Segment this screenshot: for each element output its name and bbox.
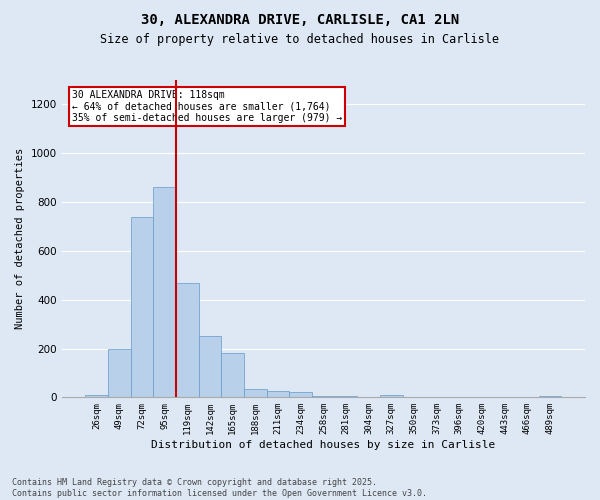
Bar xyxy=(154,188,176,398)
Bar xyxy=(539,396,561,398)
Bar xyxy=(176,282,199,398)
Text: Size of property relative to detached houses in Carlisle: Size of property relative to detached ho… xyxy=(101,32,499,46)
Y-axis label: Number of detached properties: Number of detached properties xyxy=(15,148,25,330)
Bar xyxy=(289,392,312,398)
Text: 30 ALEXANDRA DRIVE: 118sqm
← 64% of detached houses are smaller (1,764)
35% of s: 30 ALEXANDRA DRIVE: 118sqm ← 64% of deta… xyxy=(72,90,343,122)
Bar xyxy=(221,354,244,398)
Bar xyxy=(244,389,266,398)
Bar xyxy=(85,395,108,398)
Bar xyxy=(312,396,335,398)
Text: 30, ALEXANDRA DRIVE, CARLISLE, CA1 2LN: 30, ALEXANDRA DRIVE, CARLISLE, CA1 2LN xyxy=(141,12,459,26)
Text: Contains HM Land Registry data © Crown copyright and database right 2025.
Contai: Contains HM Land Registry data © Crown c… xyxy=(12,478,427,498)
Bar xyxy=(108,348,131,398)
Bar xyxy=(266,391,289,398)
Bar xyxy=(335,396,358,398)
Bar xyxy=(199,336,221,398)
Bar xyxy=(131,216,154,398)
Bar xyxy=(380,395,403,398)
X-axis label: Distribution of detached houses by size in Carlisle: Distribution of detached houses by size … xyxy=(151,440,496,450)
